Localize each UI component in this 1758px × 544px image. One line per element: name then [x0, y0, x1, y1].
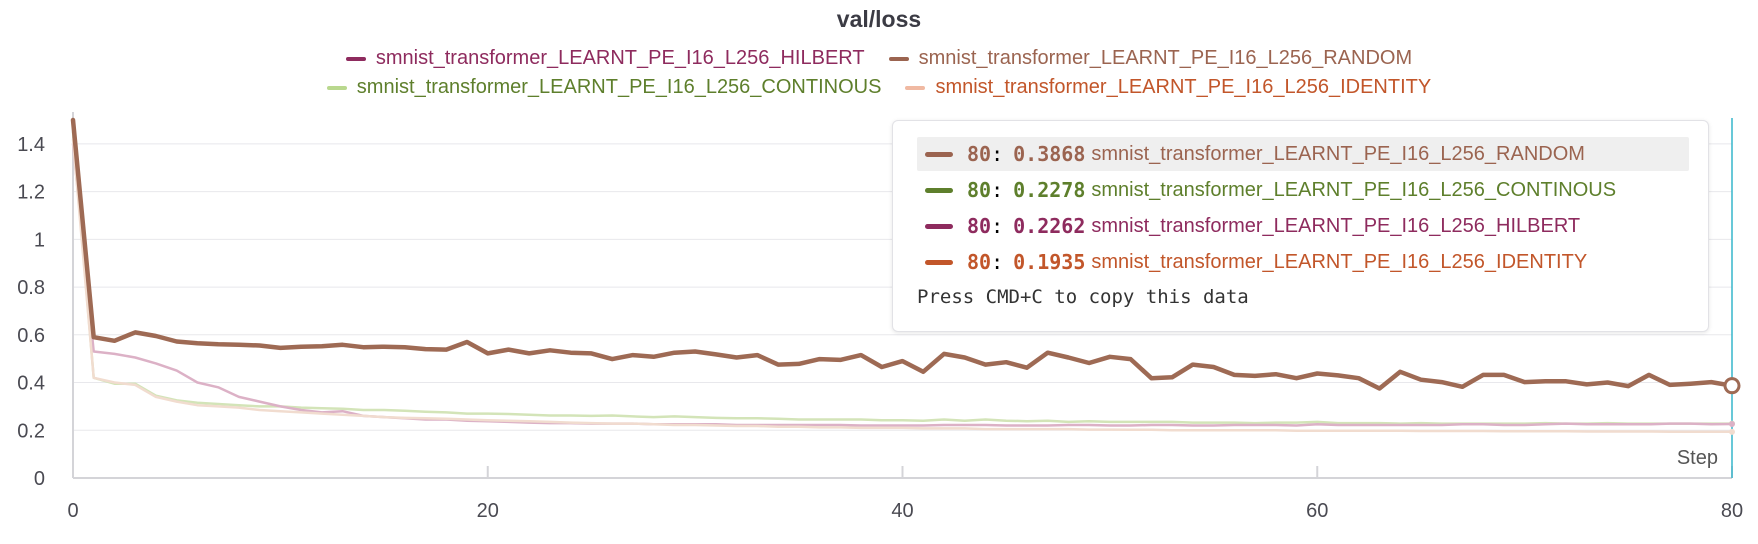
- x-axis-label: Step: [1677, 447, 1718, 469]
- tooltip-value: 0.1935: [1013, 250, 1086, 274]
- legend-swatch: [905, 85, 926, 90]
- tooltip-step: 80: [967, 214, 992, 238]
- legend-label: smnist_transformer_LEARNT_PE_I16_L256_HI…: [375, 47, 865, 69]
- y-tick-label: 1.2: [17, 182, 45, 204]
- hover-point: [1729, 428, 1735, 435]
- tooltip-step: 80: [967, 142, 992, 166]
- legend-swatch: [888, 56, 909, 61]
- tooltip-series-name: smnist_transformer_LEARNT_PE_I16_L256_RA…: [1091, 142, 1585, 165]
- legend-label: smnist_transformer_LEARNT_PE_I16_L256_CO…: [356, 76, 882, 98]
- chart-title: val/loss: [836, 6, 922, 32]
- legend-item-hilbert[interactable]: smnist_transformer_LEARNT_PE_I16_L256_HI…: [345, 47, 865, 70]
- tooltip-colon: :: [991, 250, 1004, 274]
- legend-label: smnist_transformer_LEARNT_PE_I16_L256_ID…: [935, 76, 1432, 98]
- legend-swatch: [345, 56, 366, 61]
- tooltip-colon: :: [991, 214, 1004, 238]
- y-tick-label: 0.6: [17, 325, 45, 347]
- series-line-smnist_transformer_LEARNT_PE_I16_L256_HILBERT: [71, 142, 1734, 427]
- tooltip-value: 0.2262: [1013, 214, 1086, 238]
- series-layer: [70, 117, 1735, 434]
- hover-layer: [1723, 118, 1741, 478]
- hover-point: [1729, 421, 1735, 428]
- y-tick-label: 0.4: [17, 373, 45, 395]
- legend-item-random[interactable]: smnist_transformer_LEARNT_PE_I16_L256_RA…: [888, 47, 1413, 70]
- x-tick-label: 80: [1721, 500, 1743, 522]
- legend-item-continous[interactable]: smnist_transformer_LEARNT_PE_I16_L256_CO…: [326, 76, 882, 99]
- x-tick-label: 60: [1306, 500, 1328, 522]
- tooltip-series-name: smnist_transformer_LEARNT_PE_I16_L256_HI…: [1091, 214, 1581, 237]
- y-tick-label: 1.4: [17, 134, 45, 156]
- series-line-smnist_transformer_LEARNT_PE_I16_L256_RANDOM: [70, 117, 1735, 391]
- y-tick-label: 0: [34, 468, 45, 490]
- tooltip-series-name: smnist_transformer_LEARNT_PE_I16_L256_ID…: [1091, 250, 1588, 273]
- tooltip-row: 80:0.3868 smnist_transformer_LEARNT_PE_I1…: [917, 137, 1689, 171]
- x-tick-label: 40: [891, 500, 913, 522]
- axes: 0 0.2 0.4 0.6 0.8 1 1.2 1.4 0 20 40 60 80 Step: [17, 112, 1743, 522]
- y-tick-label: 1: [34, 229, 45, 251]
- tooltip-row: 80:0.2262 smnist_transformer_LEARNT_PE_I1…: [917, 209, 1580, 243]
- y-tick-label: 0.2: [17, 420, 45, 442]
- legend-label: smnist_transformer_LEARNT_PE_I16_L256_RA…: [918, 47, 1413, 69]
- tooltip-swatch: [925, 187, 953, 193]
- tooltip-colon: :: [991, 178, 1004, 202]
- x-tick-label: 0: [67, 500, 78, 522]
- hover-point-marker: [1723, 377, 1741, 395]
- hover-tooltip: Press CMD+C to copy this data 80:0.3868 s…: [892, 120, 1709, 332]
- tooltip-row: 80:0.1935 smnist_transformer_LEARNT_PE_I1…: [917, 245, 1587, 279]
- legend-row-1: smnist_transformer_LEARNT_PE_I16_L256_HI…: [0, 47, 1758, 70]
- tooltip-swatch: [925, 223, 953, 229]
- tooltip-swatch: [925, 259, 953, 265]
- legend-item-identity[interactable]: smnist_transformer_LEARNT_PE_I16_L256_ID…: [905, 76, 1431, 99]
- legend-swatch: [326, 85, 347, 90]
- tooltip-series-name: smnist_transformer_LEARNT_PE_I16_L256_CO…: [1091, 178, 1617, 201]
- series-line-smnist_transformer_LEARNT_PE_I16_L256_IDENTITY: [71, 137, 1734, 434]
- legend-row-2: smnist_transformer_LEARNT_PE_I16_L256_CO…: [0, 76, 1758, 99]
- y-tick-label: 0.8: [17, 277, 45, 299]
- tooltip-step: 80: [967, 250, 992, 274]
- x-tick-label: 20: [477, 500, 499, 522]
- tooltip-value: 0.2278: [1013, 178, 1086, 202]
- tooltip-copy-hint: Press CMD+C to copy this data: [917, 286, 1249, 308]
- tooltip-swatch: [925, 151, 953, 157]
- tooltip-colon: :: [991, 142, 1004, 166]
- tooltip-step: 80: [967, 178, 992, 202]
- tooltip-row: 80:0.2278 smnist_transformer_LEARNT_PE_I1…: [917, 173, 1616, 207]
- tooltip-value: 0.3868: [1013, 142, 1086, 166]
